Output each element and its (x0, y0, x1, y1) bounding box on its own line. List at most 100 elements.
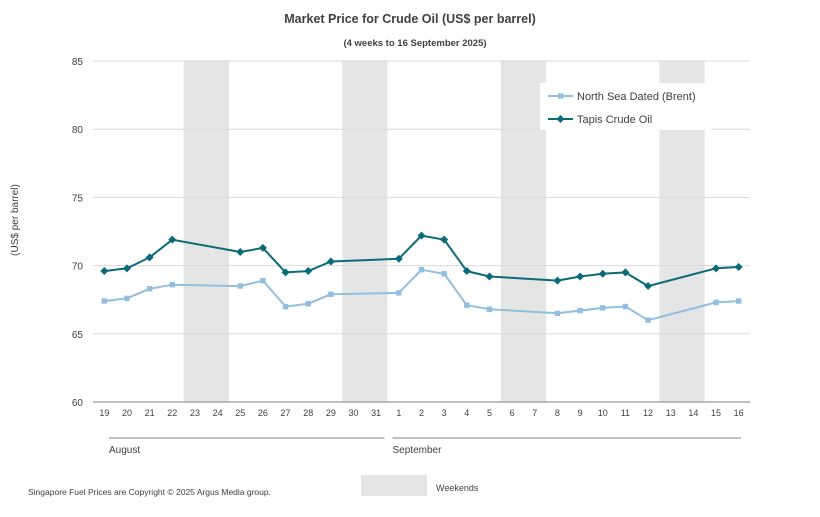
weekend-band-1 (183, 61, 229, 402)
data-point (440, 235, 449, 244)
data-point (101, 298, 108, 304)
series-1 (101, 266, 742, 323)
data-point (122, 264, 131, 273)
chart-title: Market Price for Crude Oil (US$ per barr… (284, 12, 535, 26)
data-point (645, 317, 651, 323)
month-label: August (109, 445, 140, 456)
weekend-band-2 (342, 61, 388, 402)
x-tick-label: 21 (145, 408, 155, 418)
month-label: September (393, 445, 443, 456)
y-tick-label: 85 (72, 57, 84, 68)
data-point (485, 272, 494, 281)
data-point (713, 299, 719, 306)
x-tick-label: 4 (464, 408, 469, 418)
x-tick-label: 12 (643, 408, 653, 418)
y-tick-label: 70 (72, 262, 84, 273)
data-point (598, 269, 607, 278)
legend-label: Tapis Crude Oil (577, 114, 652, 126)
data-point (577, 307, 583, 314)
data-point (146, 286, 153, 292)
x-tick-label: 6 (510, 408, 515, 418)
data-point (328, 291, 334, 297)
data-point (644, 282, 653, 291)
data-point (417, 231, 426, 240)
legend-label: North Sea Dated (Brent) (577, 91, 696, 103)
x-tick-label: 15 (711, 408, 721, 418)
data-point (621, 268, 630, 277)
data-point (260, 277, 266, 284)
data-point (304, 267, 313, 276)
x-tick-label: 16 (734, 408, 744, 418)
y-axis-label: (US$ per barrel) (10, 184, 21, 256)
data-point (486, 306, 493, 312)
x-tick-label: 24 (213, 408, 223, 418)
weekend-legend-label: Weekends (436, 483, 479, 493)
legend-marker (558, 93, 564, 99)
legend-item-1: North Sea Dated (Brent) (548, 91, 696, 103)
x-tick-label: 20 (122, 408, 132, 418)
month-groups: August September (109, 437, 741, 456)
x-axis-ticks: 19 20 21 22 23 24 25 26 27 28 29 30 31 1 2 3 4 5 6 7 8 9 10 11 1… (99, 408, 743, 418)
data-point (124, 295, 130, 302)
x-tick-label: 14 (688, 408, 698, 418)
weekend-band-3 (500, 61, 547, 402)
data-point (237, 283, 243, 289)
data-point (258, 243, 267, 252)
x-tick-label: 13 (666, 408, 676, 418)
y-tick-label: 80 (72, 125, 84, 136)
footer-copyright: Singapore Fuel Prices are Copyright © 20… (28, 487, 271, 497)
weekend-legend-swatch (361, 475, 427, 496)
x-tick-label: 3 (442, 408, 447, 418)
data-point (734, 262, 743, 271)
data-point (554, 310, 561, 317)
data-point (168, 235, 177, 244)
x-tick-label: 23 (190, 408, 200, 418)
data-point (735, 298, 742, 304)
legend-marker (556, 115, 565, 123)
data-point (326, 257, 335, 266)
data-point (553, 276, 562, 285)
legend-item-2: Tapis Crude Oil (548, 114, 652, 126)
data-point (712, 264, 721, 273)
x-tick-label: 5 (487, 408, 492, 418)
data-point (169, 281, 175, 288)
series-2 (100, 231, 743, 291)
data-point (418, 266, 425, 273)
x-tick-label: 1 (396, 408, 401, 418)
x-tick-label: 19 (99, 408, 109, 418)
data-point (145, 253, 154, 262)
series-lines (100, 231, 743, 323)
x-tick-label: 8 (555, 408, 560, 418)
data-point (576, 272, 585, 281)
gridlines (93, 60, 750, 403)
x-tick-label: 25 (235, 408, 245, 418)
legend-background (540, 83, 712, 130)
data-point (236, 247, 245, 256)
legend: North Sea Dated (Brent) Tapis Crude Oil (540, 83, 712, 130)
x-tick-label: 27 (281, 408, 291, 418)
x-tick-label: 11 (621, 408, 630, 418)
x-tick-label: 9 (578, 408, 583, 418)
chart-subtitle: (4 weeks to 16 September 2025) (343, 38, 486, 49)
data-point (464, 302, 470, 308)
y-tick-label: 75 (72, 193, 84, 204)
y-tick-label: 60 (72, 398, 84, 409)
data-point (396, 290, 402, 296)
x-tick-label: 29 (326, 408, 336, 418)
data-point (622, 303, 629, 310)
x-tick-label: 31 (371, 408, 381, 418)
x-tick-label: 30 (349, 408, 359, 418)
weekend-legend: Weekends (361, 475, 479, 496)
x-tick-label: 10 (598, 408, 608, 418)
data-point (600, 305, 606, 311)
x-tick-label: 26 (258, 408, 268, 418)
data-point (462, 267, 471, 276)
x-tick-label: 7 (532, 408, 537, 418)
data-point (441, 271, 447, 277)
data-point (305, 301, 311, 307)
x-tick-label: 22 (167, 408, 177, 418)
x-tick-label: 2 (419, 408, 424, 418)
data-point (282, 303, 289, 310)
